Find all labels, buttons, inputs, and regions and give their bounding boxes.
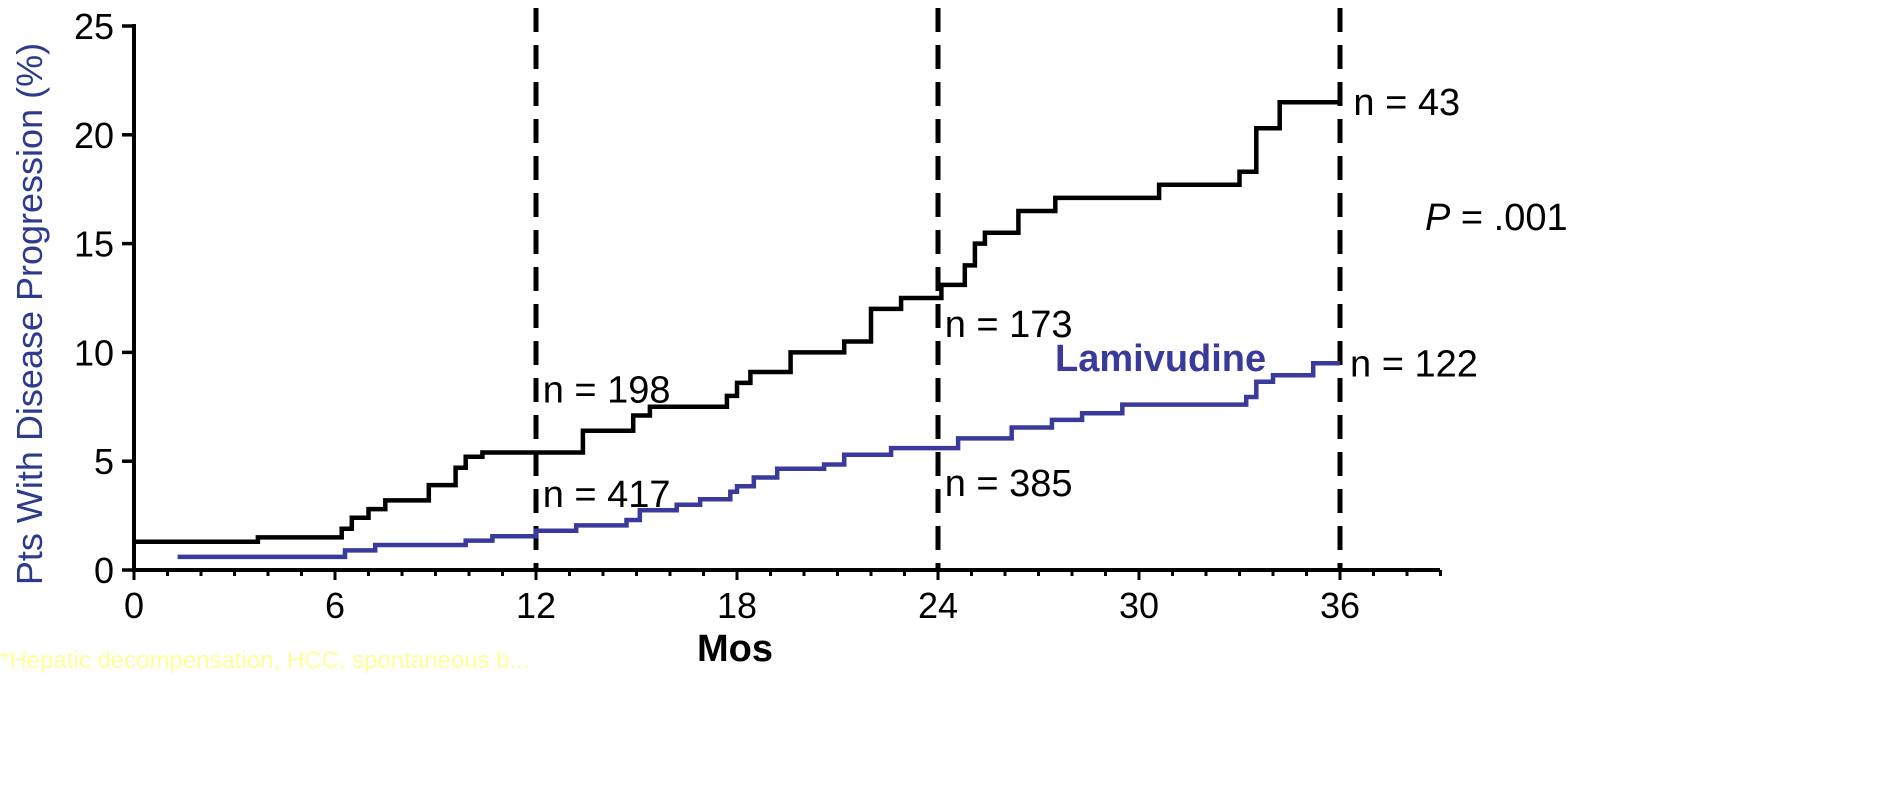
- annotation-label: n = 43: [1353, 82, 1460, 124]
- p-value-italic: P: [1425, 197, 1451, 239]
- series-line-lamivudine: [177, 361, 1340, 560]
- x-tick-label: 18: [717, 585, 757, 626]
- series-lines: [134, 99, 1340, 560]
- annotation-label: n = 417: [543, 474, 671, 516]
- y-tick-label: 10: [74, 332, 114, 373]
- x-tick-label: 12: [516, 585, 556, 626]
- x-tick-label: 36: [1320, 585, 1360, 626]
- axes: 0 5 10 15 20 25 0 6 12 18 24 30 36: [74, 6, 1442, 626]
- y-tick-label: 0: [94, 550, 114, 591]
- y-tick-label: 25: [74, 6, 114, 47]
- x-tick-label: 6: [325, 585, 345, 626]
- labels: Mos Pts With Disease Progression (%) n = 1…: [0, 43, 1568, 674]
- series-line-series-1: [134, 99, 1340, 544]
- x-axis-title: Mos: [697, 628, 773, 670]
- annotation-label: n = 198: [543, 369, 671, 411]
- series-label-lamivudine: Lamivudine: [1055, 338, 1266, 380]
- x-tick-label: 30: [1119, 585, 1159, 626]
- annotation-label: n = 122: [1350, 343, 1478, 385]
- x-tick-label: 0: [124, 585, 144, 626]
- y-tick-label: 15: [74, 224, 114, 265]
- p-value-text: = .001: [1450, 197, 1567, 239]
- x-tick-label: 24: [918, 585, 958, 626]
- y-axis-title: Pts With Disease Progression (%): [9, 43, 50, 585]
- annotation-label: n = 173: [945, 304, 1073, 346]
- y-tick-label: 5: [94, 441, 114, 482]
- annotation-label: n = 385: [945, 463, 1073, 505]
- footnote: *Hepatic decompensation, HCC, spontaneou…: [0, 647, 530, 674]
- y-tick-label: 20: [74, 115, 114, 156]
- p-value-label: P = .001: [1425, 197, 1568, 239]
